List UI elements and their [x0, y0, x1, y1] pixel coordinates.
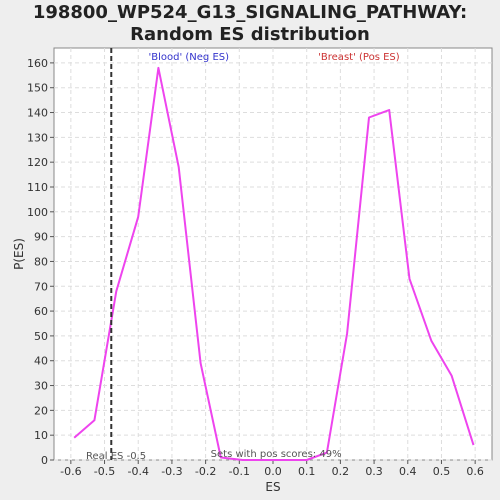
y-tick-label: 10 — [34, 429, 48, 442]
y-axis-label: P(ES) — [12, 238, 26, 270]
pos-es-label: 'Breast' (Pos ES) — [318, 52, 400, 63]
y-tick-label: 120 — [27, 156, 48, 169]
y-tick-label: 110 — [27, 181, 48, 194]
y-tick-label: 70 — [34, 280, 48, 293]
y-tick-label: 90 — [34, 231, 48, 244]
x-tick-label: 0.4 — [399, 465, 417, 478]
x-tick-label: -0.6 — [60, 465, 81, 478]
x-tick-label: 0.2 — [332, 465, 350, 478]
y-tick-label: 0 — [41, 454, 48, 467]
x-axis-label: ES — [265, 480, 280, 494]
x-tick-label: -0.2 — [195, 465, 216, 478]
y-tick-label: 140 — [27, 107, 48, 120]
sets-pos-scores-label: Sets with pos scores: 49% — [211, 449, 342, 460]
y-tick-label: 150 — [27, 82, 48, 95]
x-tick-label: -0.1 — [229, 465, 250, 478]
x-tick-label: -0.3 — [161, 465, 182, 478]
y-tick-label: 50 — [34, 330, 48, 343]
real-es-label: Real ES -0.5 — [86, 451, 146, 462]
x-tick-label: 0.3 — [365, 465, 383, 478]
y-tick-label: 160 — [27, 57, 48, 70]
y-tick-label: 30 — [34, 380, 48, 393]
y-tick-label: 80 — [34, 255, 48, 268]
y-tick-label: 20 — [34, 404, 48, 417]
x-tick-label: 0.6 — [466, 465, 484, 478]
x-tick-label: -0.5 — [94, 465, 115, 478]
x-tick-label: 0.0 — [264, 465, 282, 478]
y-tick-label: 130 — [27, 131, 48, 144]
x-tick-label: -0.4 — [127, 465, 148, 478]
neg-es-label: 'Blood' (Neg ES) — [149, 52, 230, 63]
y-tick-label: 40 — [34, 355, 48, 368]
x-tick-label: 0.5 — [433, 465, 451, 478]
x-tick-label: 0.1 — [298, 465, 316, 478]
y-tick-label: 60 — [34, 305, 48, 318]
y-tick-label: 100 — [27, 206, 48, 219]
